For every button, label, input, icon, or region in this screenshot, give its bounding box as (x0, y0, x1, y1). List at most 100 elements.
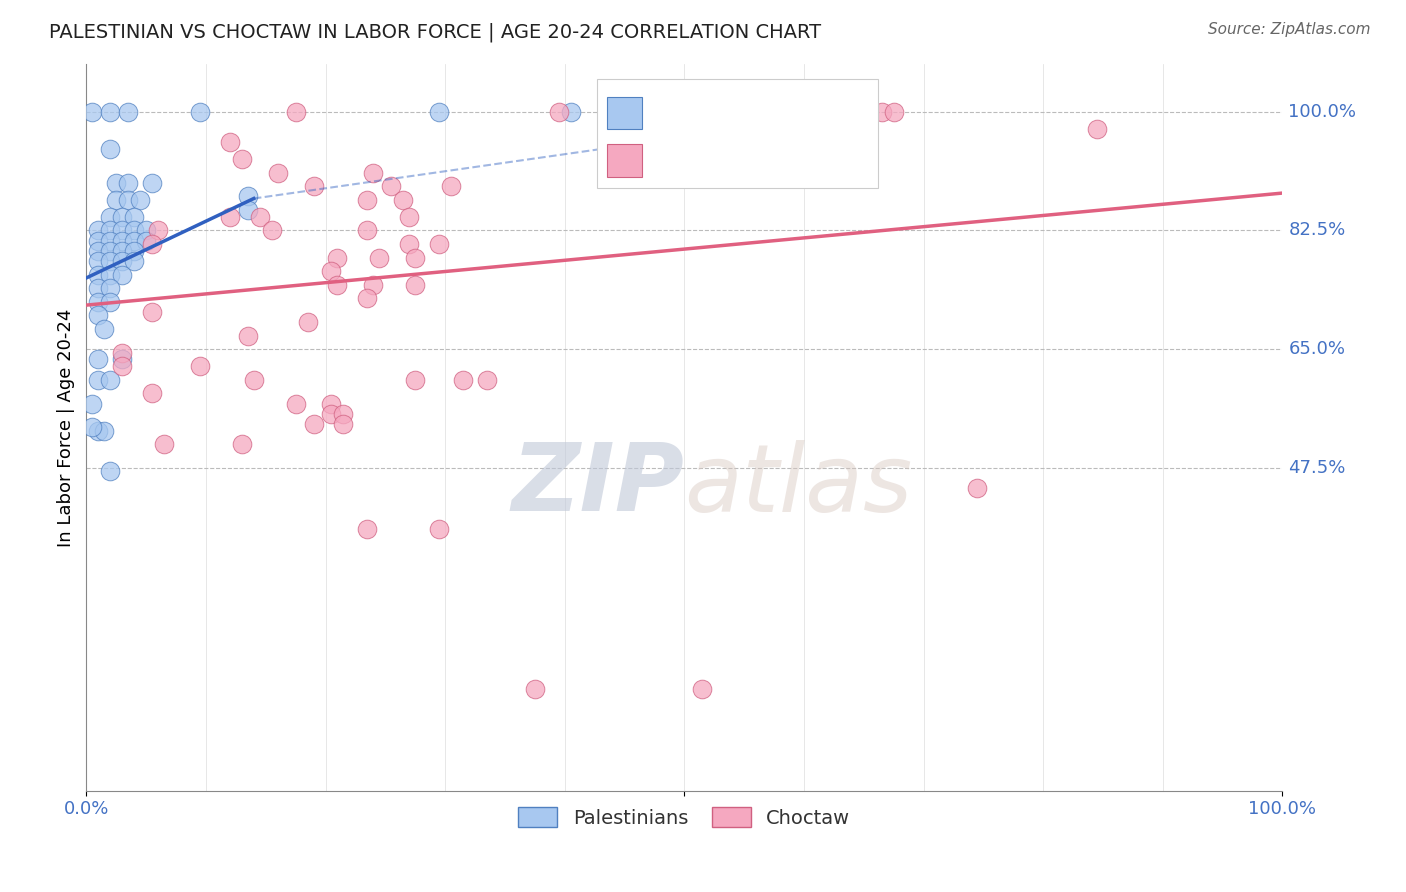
Point (111, 359, 134, 374)
Point (98, 142, 121, 156)
Point (763, 104, 786, 119)
Point (87, 352, 110, 367)
Point (427, 104, 450, 119)
Point (380, 179, 402, 194)
Text: ZIP: ZIP (512, 440, 685, 532)
Point (87, 294, 110, 309)
Point (98, 373, 121, 387)
Point (260, 223, 283, 237)
Point (135, 223, 157, 237)
Point (451, 373, 474, 387)
Text: N = 63: N = 63 (765, 102, 832, 121)
Point (98, 234, 121, 248)
Point (98, 465, 121, 479)
Point (129, 193, 152, 207)
Point (98, 254, 121, 268)
Point (321, 396, 343, 410)
Point (249, 210, 271, 224)
Point (823, 104, 845, 119)
Point (87, 308, 110, 322)
Point (231, 152, 253, 166)
Point (547, 104, 569, 119)
Point (111, 234, 134, 248)
Text: 47.5%: 47.5% (1288, 459, 1346, 477)
Point (392, 193, 415, 207)
Point (475, 373, 498, 387)
Point (302, 417, 325, 431)
Point (356, 193, 378, 207)
FancyBboxPatch shape (606, 96, 643, 129)
Point (117, 193, 139, 207)
Point (883, 104, 905, 119)
Point (321, 407, 343, 421)
Point (661, 104, 683, 119)
Point (111, 345, 134, 359)
Point (105, 176, 128, 190)
Point (146, 223, 169, 237)
Point (242, 373, 264, 387)
Point (523, 681, 546, 696)
Point (98, 281, 121, 295)
Point (98, 223, 121, 237)
Point (98, 210, 121, 224)
Point (666, 152, 689, 166)
Point (326, 251, 349, 265)
Point (82, 420, 104, 434)
Point (236, 328, 259, 343)
Point (363, 277, 385, 292)
Point (811, 104, 834, 119)
Point (236, 189, 259, 203)
Point (117, 104, 139, 119)
Point (87, 281, 110, 295)
Point (141, 237, 163, 252)
Text: R = 0.297: R = 0.297 (657, 102, 755, 121)
Point (141, 386, 163, 401)
Point (440, 179, 463, 194)
FancyBboxPatch shape (598, 78, 879, 187)
Point (98, 268, 121, 282)
Point (87, 223, 110, 237)
Point (218, 210, 240, 224)
Point (135, 234, 157, 248)
Point (93, 322, 115, 336)
Point (87, 424, 110, 438)
Point (153, 437, 176, 451)
Point (690, 681, 713, 696)
Point (98, 294, 121, 309)
Point (188, 359, 211, 374)
Point (82, 396, 104, 410)
Point (356, 522, 378, 536)
Point (356, 291, 378, 305)
Point (122, 223, 145, 237)
Point (846, 104, 869, 119)
Point (117, 176, 139, 190)
Point (111, 244, 134, 258)
Point (98, 104, 121, 119)
Point (141, 305, 163, 319)
Text: 100.0%: 100.0% (1288, 103, 1357, 120)
Point (321, 264, 343, 278)
Point (404, 373, 426, 387)
Point (141, 176, 163, 190)
Point (87, 234, 110, 248)
Y-axis label: In Labor Force | Age 20-24: In Labor Force | Age 20-24 (58, 308, 75, 547)
Point (82, 104, 104, 119)
Point (727, 104, 749, 119)
Point (87, 244, 110, 258)
Point (87, 268, 110, 282)
Point (111, 254, 134, 268)
Point (93, 424, 115, 438)
Point (122, 254, 145, 268)
Point (363, 166, 385, 180)
Point (111, 210, 134, 224)
Point (427, 237, 450, 252)
Point (122, 244, 145, 258)
Point (368, 251, 391, 265)
Legend: Palestinians, Choctaw: Palestinians, Choctaw (510, 799, 858, 836)
Point (302, 179, 325, 194)
Point (835, 104, 858, 119)
FancyBboxPatch shape (606, 144, 643, 177)
Point (966, 482, 988, 496)
Point (87, 373, 110, 387)
Point (356, 223, 378, 237)
